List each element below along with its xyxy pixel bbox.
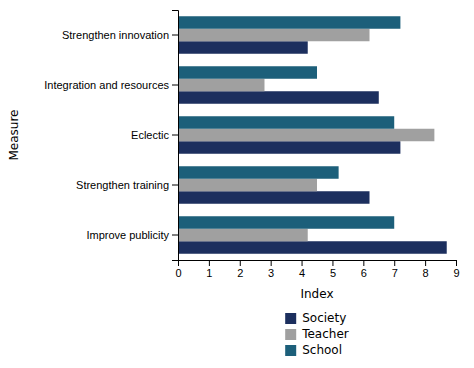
y-tick-label: Integration and resources <box>44 79 169 91</box>
x-tick-label: 2 <box>237 267 243 279</box>
bar <box>178 91 379 104</box>
x-tick-mark <box>240 260 241 266</box>
y-tick-label: Eclectic <box>131 129 169 141</box>
x-tick-label: 8 <box>423 267 429 279</box>
y-tick-label: Improve publicity <box>86 229 169 241</box>
y-tick-label: Strengthen innovation <box>62 29 169 41</box>
x-tick-label: 4 <box>299 267 305 279</box>
x-tick: 5 <box>330 260 336 279</box>
chart: 0 1 2 3 4 5 6 7 8 9 Strengthen innovation Integrati… <box>0 0 474 368</box>
legend-label: School <box>302 343 342 357</box>
bar <box>178 16 400 29</box>
series <box>178 16 400 229</box>
x-tick-mark <box>456 260 457 266</box>
x-tick: 2 <box>237 260 243 279</box>
bar <box>178 179 317 192</box>
x-tick: 3 <box>268 260 274 279</box>
x-tick-label: 9 <box>453 267 459 279</box>
legend-item: Society <box>285 311 346 325</box>
legend-label: Teacher <box>301 327 349 341</box>
bar <box>178 29 370 42</box>
x-axis-line <box>179 261 457 267</box>
y-axis-line <box>172 11 179 261</box>
bar <box>178 229 308 242</box>
plot: 0 1 2 3 4 5 6 7 8 9 Strengthen innovation Integrati… <box>44 11 459 279</box>
x-tick-label: 6 <box>361 267 367 279</box>
x-tick-mark <box>363 260 364 266</box>
x-tick: 8 <box>423 260 429 279</box>
x-tick-mark <box>332 260 333 266</box>
bar <box>178 41 308 54</box>
bars <box>178 16 447 254</box>
y-tick-mark <box>172 85 178 86</box>
bar <box>178 191 370 204</box>
x-tick-label: 5 <box>330 267 336 279</box>
y-axis-title: Measure <box>7 110 21 161</box>
y-tick: Strengthen innovation <box>62 29 178 41</box>
y-tick-label: Strengthen training <box>76 179 169 191</box>
y-tick: Improve publicity <box>86 229 178 241</box>
x-tick-label: 7 <box>392 267 398 279</box>
legend-swatch <box>285 313 296 324</box>
x-tick: 1 <box>206 260 212 279</box>
y-tick-mark <box>172 235 178 236</box>
x-tick: 6 <box>361 260 367 279</box>
x-tick-mark <box>302 260 303 266</box>
x-tick-mark <box>394 260 395 266</box>
y-tick-mark <box>172 135 178 136</box>
x-tick-mark <box>425 260 426 266</box>
y-tick-mark <box>172 35 178 36</box>
bar <box>178 79 264 92</box>
x-axis: 0 1 2 3 4 5 6 7 8 9 <box>175 260 459 279</box>
y-tick: Eclectic <box>131 129 178 141</box>
bar <box>178 116 394 129</box>
y-tick: Strengthen training <box>76 179 178 191</box>
x-tick-label: 0 <box>175 267 181 279</box>
legend-item: School <box>285 343 342 357</box>
x-tick: 7 <box>392 260 398 279</box>
x-tick: 9 <box>453 260 459 279</box>
y-axis: Strengthen innovation Integration and res… <box>44 11 178 261</box>
x-axis-title: Index <box>300 287 333 301</box>
x-tick-label: 3 <box>268 267 274 279</box>
bar <box>178 66 317 79</box>
x-tick-mark <box>271 260 272 266</box>
legend-swatch <box>285 329 296 340</box>
y-tick-mark <box>172 185 178 186</box>
bar <box>178 129 434 142</box>
x-tick-label: 1 <box>206 267 212 279</box>
legend-swatch <box>285 345 296 356</box>
bar <box>178 216 394 229</box>
bar <box>178 141 400 154</box>
bar <box>178 166 339 179</box>
y-tick: Integration and resources <box>44 79 178 91</box>
legend-label: Society <box>302 311 346 325</box>
legend: Society Teacher School <box>285 311 349 357</box>
series <box>178 41 447 254</box>
x-tick: 4 <box>299 260 305 279</box>
series <box>178 29 434 242</box>
legend-item: Teacher <box>285 327 349 341</box>
x-tick: 0 <box>175 260 181 279</box>
x-tick-mark <box>209 260 210 266</box>
bar <box>178 241 447 254</box>
